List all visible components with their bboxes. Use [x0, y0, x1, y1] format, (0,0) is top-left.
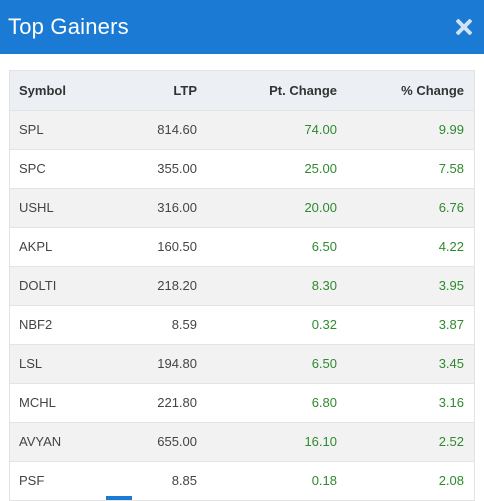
cell-pct-change: 3.95	[341, 266, 474, 306]
cell-symbol: SPC	[10, 149, 120, 189]
gainers-table: Symbol LTP Pt. Change % Change SPL 814.60…	[10, 71, 474, 501]
cell-pct-change: 3.45	[341, 344, 474, 384]
cell-pct-change: 9.99	[341, 110, 474, 150]
cell-ltp: 316.00	[120, 188, 203, 228]
column-header-pct-change[interactable]: % Change	[341, 71, 474, 111]
table-row[interactable]: USHL 316.00 20.00 6.76	[10, 188, 474, 228]
cell-ltp: 160.50	[120, 227, 203, 267]
table-row[interactable]: NBF2 8.59 0.32 3.87	[10, 305, 474, 345]
cell-pt-change: 6.80	[203, 383, 341, 423]
cell-ltp: 655.00	[120, 422, 203, 462]
cell-pt-change: 16.10	[203, 422, 341, 462]
cell-pt-change: 6.50	[203, 344, 341, 384]
cell-ltp: 221.80	[120, 383, 203, 423]
close-icon[interactable]	[455, 18, 473, 36]
cell-pt-change: 25.00	[203, 149, 341, 189]
cell-symbol: AKPL	[10, 227, 120, 267]
cell-symbol: AVYAN	[10, 422, 120, 462]
cell-pt-change: 0.32	[203, 305, 341, 345]
cell-ltp: 218.20	[120, 266, 203, 306]
cell-symbol: DOLTI	[10, 266, 120, 306]
cell-pt-change: 20.00	[203, 188, 341, 228]
cell-pct-change: 6.76	[341, 188, 474, 228]
cell-symbol: PSF	[10, 461, 120, 501]
table-row[interactable]: SPC 355.00 25.00 7.58	[10, 149, 474, 189]
cell-symbol: NBF2	[10, 305, 120, 345]
cell-symbol: USHL	[10, 188, 120, 228]
column-header-pt-change[interactable]: Pt. Change	[203, 71, 341, 111]
cell-ltp: 814.60	[120, 110, 203, 150]
cell-symbol: MCHL	[10, 383, 120, 423]
scroll-indicator[interactable]	[106, 496, 132, 500]
cell-ltp: 194.80	[120, 344, 203, 384]
cell-pct-change: 3.16	[341, 383, 474, 423]
cell-pct-change: 2.08	[341, 461, 474, 501]
table-row[interactable]: AVYAN 655.00 16.10 2.52	[10, 422, 474, 462]
cell-pct-change: 2.52	[341, 422, 474, 462]
dialog-header: Top Gainers	[0, 0, 484, 54]
table-body: SPL 814.60 74.00 9.99 SPC 355.00 25.00 7.58 USHL…	[10, 110, 474, 501]
cell-symbol: SPL	[10, 110, 120, 150]
cell-pt-change: 74.00	[203, 110, 341, 150]
table-row[interactable]: LSL 194.80 6.50 3.45	[10, 344, 474, 384]
table-row[interactable]: DOLTI 218.20 8.30 3.95	[10, 266, 474, 306]
cell-pct-change: 4.22	[341, 227, 474, 267]
table-row[interactable]: SPL 814.60 74.00 9.99	[10, 110, 474, 150]
column-header-symbol[interactable]: Symbol	[10, 71, 120, 111]
table-header-row: Symbol LTP Pt. Change % Change	[10, 71, 474, 111]
cell-ltp: 8.59	[120, 305, 203, 345]
cell-symbol: LSL	[10, 344, 120, 384]
table-row[interactable]: MCHL 221.80 6.80 3.16	[10, 383, 474, 423]
table-row[interactable]: AKPL 160.50 6.50 4.22	[10, 227, 474, 267]
table-row[interactable]: PSF 8.85 0.18 2.08	[10, 461, 474, 501]
cell-pct-change: 7.58	[341, 149, 474, 189]
column-header-ltp[interactable]: LTP	[120, 71, 203, 111]
cell-pct-change: 3.87	[341, 305, 474, 345]
cell-ltp: 355.00	[120, 149, 203, 189]
cell-pt-change: 8.30	[203, 266, 341, 306]
dialog-title: Top Gainers	[8, 14, 129, 39]
cell-ltp: 8.85	[120, 461, 203, 501]
cell-pt-change: 0.18	[203, 461, 341, 501]
cell-pt-change: 6.50	[203, 227, 341, 267]
gainers-table-container: Symbol LTP Pt. Change % Change SPL 814.60…	[9, 70, 475, 501]
